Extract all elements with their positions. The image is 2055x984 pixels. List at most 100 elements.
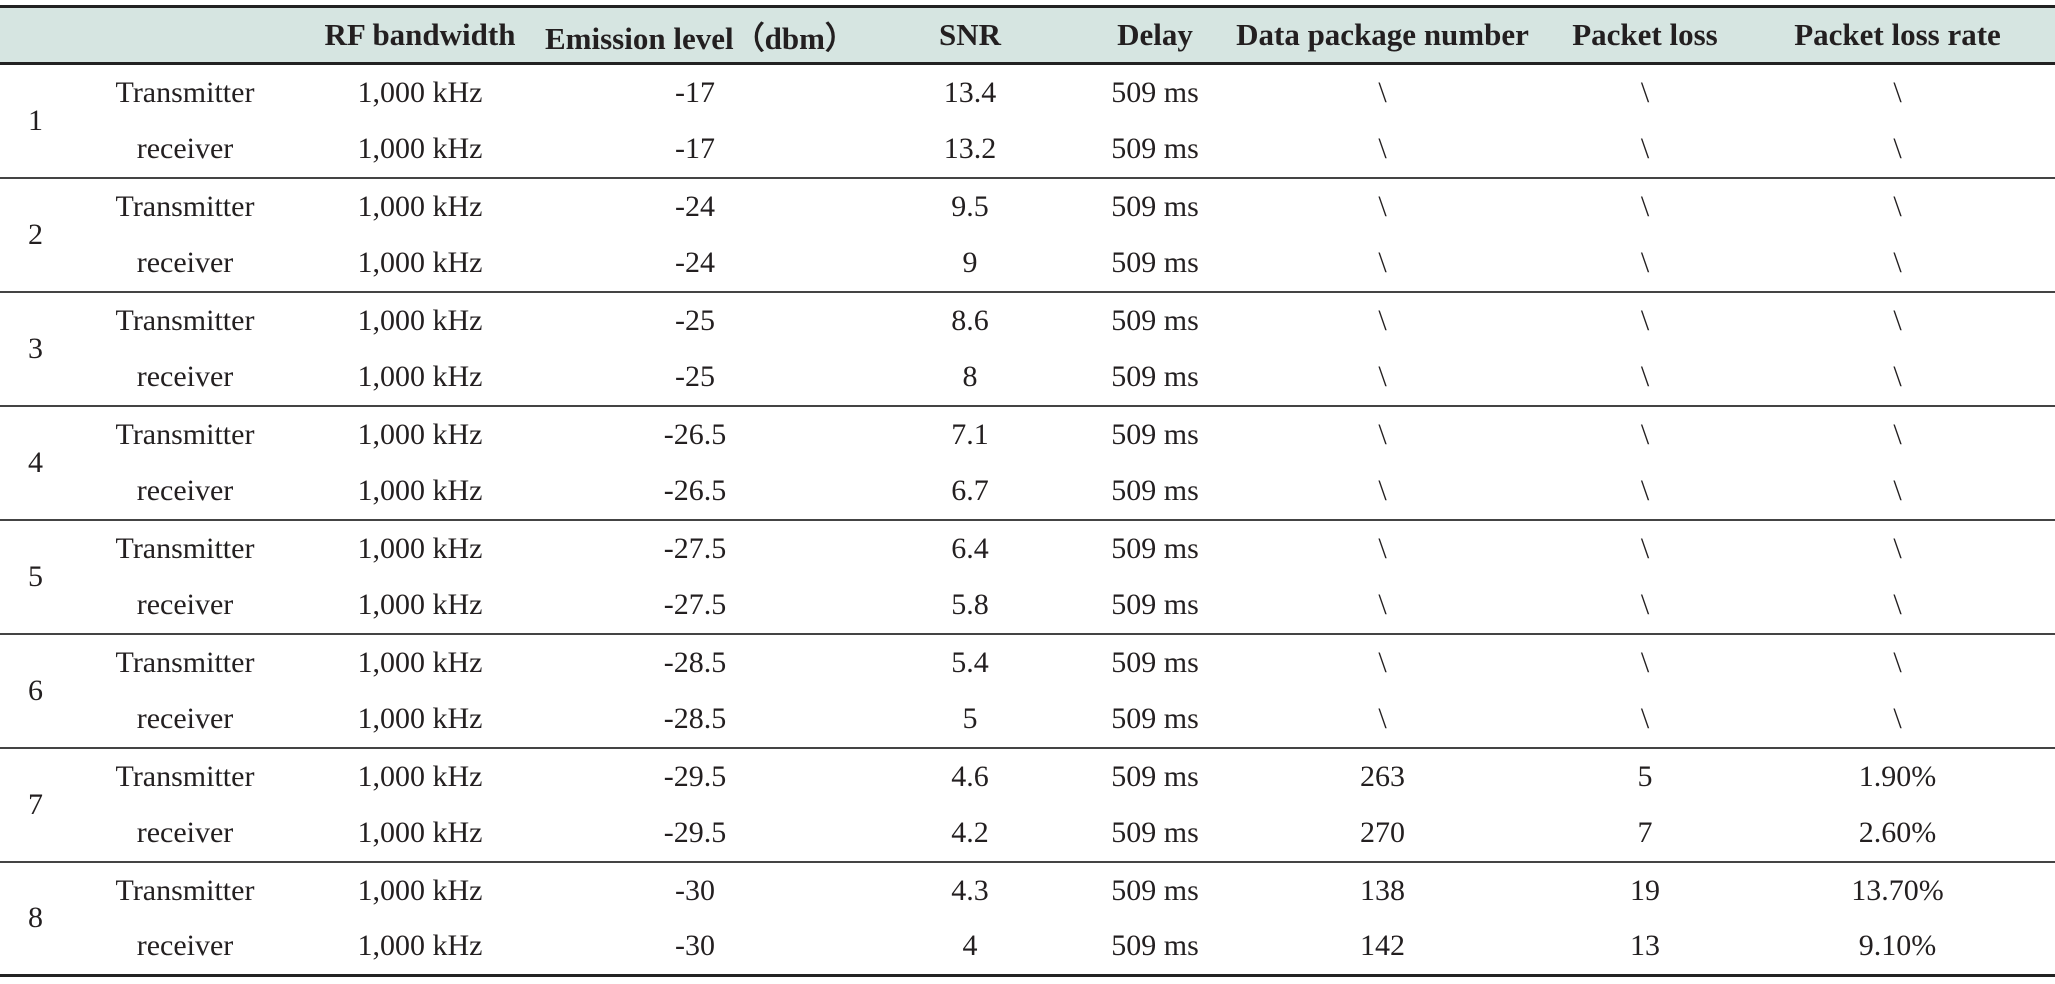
cell-snr: 5.4 [951,645,989,679]
header-emission-level: Emission level（dbm） [545,5,856,65]
cell-role: receiver [75,120,295,179]
table-row: 7 Transmitter 1,000 kHz -29.5 4.6 509 ms 263 5 1… [0,747,2055,863]
cell-rf-bandwidth: 1,000 kHz [295,576,545,635]
cell-role: Transmitter [115,759,255,793]
cell-rf-bandwidth: 1,000 kHz [357,75,483,109]
cell-test-number: 7 [0,747,75,863]
cell-packet-loss: 13 [1550,918,1740,977]
cell-data-package-number: \ [1378,75,1387,109]
cell-packet-loss: 7 [1550,804,1740,863]
cell-packet-loss-rate: \ [1893,75,1902,109]
cell-snr: 4.6 [951,759,989,793]
table-row: 2 Transmitter 1,000 kHz -24 9.5 509 ms \ \ \ [0,177,2055,293]
cell-role: receiver [75,576,295,635]
header-test-number [0,5,75,65]
cell-packet-loss: \ [1640,75,1650,109]
cell-test-number: 4 [0,405,75,521]
cell-role: receiver [75,690,295,749]
cell-data-package-number: \ [1378,531,1387,565]
cell-snr: 4 [845,918,1095,977]
cell-packet-loss: \ [1550,462,1740,521]
cell-test-number: 3 [0,291,75,407]
cell-emission-level: -24 [675,189,715,223]
cell-packet-loss: \ [1640,531,1650,565]
header-rf-bandwidth: RF bandwidth [295,5,545,65]
header-role [75,5,295,65]
header-packet-loss: Packet loss [1550,5,1740,65]
cell-delay: 509 ms [1111,75,1199,109]
cell-test-number: 8 [0,861,75,977]
cell-role: Transmitter [115,417,255,451]
results-table: RF bandwidth Emission level（dbm） SNR Del… [0,5,2055,977]
cell-snr: 6.7 [845,462,1095,521]
cell-snr: 8 [845,348,1095,407]
cell-data-package-number: \ [1215,690,1550,749]
cell-rf-bandwidth: 1,000 kHz [295,690,545,749]
results-table-container: RF bandwidth Emission level（dbm） SNR Del… [0,5,2055,977]
cell-emission-level: -27.5 [663,531,727,565]
cell-data-package-number: \ [1215,348,1550,407]
cell-snr: 7.1 [951,417,989,451]
cell-emission-level: -27.5 [545,576,845,635]
cell-data-package-number: \ [1215,462,1550,521]
cell-test-number: 1 [0,63,75,179]
cell-rf-bandwidth: 1,000 kHz [357,303,483,337]
cell-packet-loss-rate: \ [1740,576,2055,635]
cell-packet-loss-rate: \ [1893,189,1902,223]
table-row: 1 Transmitter 1,000 kHz -17 13.4 509 ms \ \ \ [0,63,2055,179]
cell-snr: 9.5 [951,189,989,223]
cell-delay: 509 ms [1111,417,1199,451]
cell-snr: 6.4 [951,531,989,565]
cell-role: Transmitter [115,531,255,565]
cell-emission-level: -26.5 [545,462,845,521]
cell-packet-loss: \ [1550,348,1740,407]
cell-rf-bandwidth: 1,000 kHz [295,348,545,407]
cell-rf-bandwidth: 1,000 kHz [357,759,483,793]
cell-emission-level: -28.5 [663,645,727,679]
cell-delay: 509 ms [1111,189,1199,223]
cell-snr: 4.3 [951,873,989,907]
table-row: 5 Transmitter 1,000 kHz -27.5 6.4 509 ms \ \ \ [0,519,2055,635]
cell-role: Transmitter [115,873,255,907]
table-row: receiver 1,000 kHz -28.5 5 509 ms \ \ \ [0,690,2055,749]
cell-delay: 509 ms [1095,462,1215,521]
cell-data-package-number: \ [1378,189,1387,223]
cell-role: Transmitter [115,75,255,109]
cell-delay: 509 ms [1095,690,1215,749]
cell-packet-loss-rate: \ [1893,303,1902,337]
cell-emission-level: -26.5 [663,417,727,451]
header-snr: SNR [845,5,1095,65]
cell-snr: 5 [845,690,1095,749]
cell-snr: 9 [845,234,1095,293]
cell-data-package-number: \ [1215,234,1550,293]
cell-data-package-number: \ [1215,576,1550,635]
cell-role: receiver [75,918,295,977]
cell-packet-loss-rate: 2.60% [1740,804,2055,863]
cell-delay: 509 ms [1095,348,1215,407]
cell-emission-level: -29.5 [663,759,727,793]
cell-emission-level: -17 [675,75,715,109]
table-row: receiver 1,000 kHz -29.5 4.2 509 ms 270 7 2.60% [0,804,2055,863]
cell-data-package-number: 263 [1360,759,1405,793]
cell-packet-loss: \ [1640,645,1650,679]
cell-data-package-number: \ [1378,645,1387,679]
cell-test-number: 6 [0,633,75,749]
cell-snr: 8.6 [951,303,989,337]
cell-emission-level: -24 [545,234,845,293]
cell-packet-loss-rate: \ [1740,234,2055,293]
header-packet-loss-rate: Packet loss rate [1740,5,2055,65]
cell-delay: 509 ms [1111,303,1199,337]
cell-delay: 509 ms [1111,873,1199,907]
cell-data-package-number: 270 [1215,804,1550,863]
table-row: receiver 1,000 kHz -17 13.2 509 ms \ \ \ [0,120,2055,179]
cell-packet-loss: \ [1550,690,1740,749]
cell-snr: 13.4 [943,75,997,109]
table-row: receiver 1,000 kHz -26.5 6.7 509 ms \ \ \ [0,462,2055,521]
cell-delay: 509 ms [1095,804,1215,863]
cell-delay: 509 ms [1095,918,1215,977]
table-row: 8 Transmitter 1,000 kHz -30 4.3 509 ms 138 19 13… [0,861,2055,977]
table-row: receiver 1,000 kHz -25 8 509 ms \ \ \ [0,348,2055,407]
cell-role: receiver [75,462,295,521]
cell-packet-loss-rate: \ [1893,417,1902,451]
cell-rf-bandwidth: 1,000 kHz [357,417,483,451]
